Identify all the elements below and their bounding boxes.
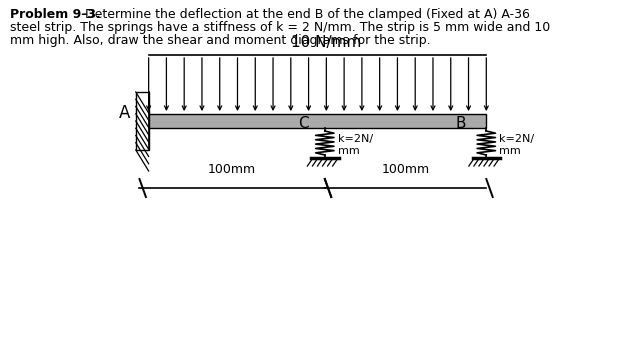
Text: 100mm: 100mm: [208, 163, 256, 176]
Text: Determine the deflection at the end B of the clamped (Fixed at A) A-36: Determine the deflection at the end B of…: [81, 8, 530, 21]
Text: 10 N/mm: 10 N/mm: [291, 35, 362, 50]
Text: steel strip. The springs have a stiffness of k = 2 N/mm. The strip is 5 mm wide : steel strip. The springs have a stiffnes…: [10, 21, 550, 34]
Bar: [148, 114, 486, 128]
Text: A: A: [119, 104, 131, 122]
Text: 100mm: 100mm: [381, 163, 429, 176]
Text: k=2N/
mm: k=2N/ mm: [499, 134, 534, 156]
Text: B: B: [456, 116, 466, 130]
Text: C: C: [298, 116, 308, 130]
Text: Problem 9–3.: Problem 9–3.: [10, 8, 101, 21]
Text: k=2N/
mm: k=2N/ mm: [338, 134, 372, 156]
Text: mm high. Also, draw the shear and moment diagrams for the strip.: mm high. Also, draw the shear and moment…: [10, 34, 431, 47]
Bar: [136, 92, 148, 150]
